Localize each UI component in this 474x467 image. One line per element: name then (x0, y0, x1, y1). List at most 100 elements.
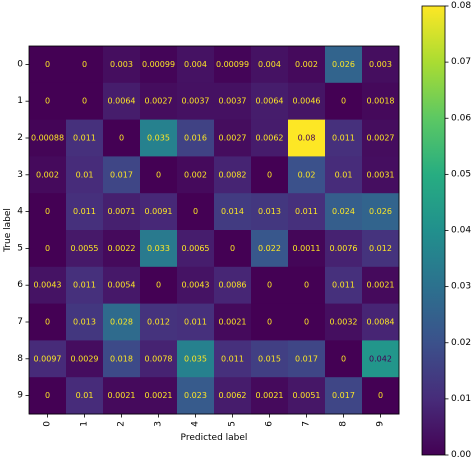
heatmap-cell (325, 193, 363, 231)
cell-value-label: 0 (304, 318, 309, 327)
heatmap-cell (66, 266, 104, 305)
cell-value-label: 0 (156, 281, 161, 290)
cell-value-label: 0.0062 (219, 391, 247, 400)
heatmap-cell (362, 340, 400, 378)
cell-value-label: 0.004 (184, 60, 207, 69)
cell-value-label: 0.0021 (219, 318, 247, 327)
cell-value-label: 0 (230, 244, 235, 253)
heatmap-cell (140, 119, 178, 157)
cell-value-label: 0.0011 (293, 244, 321, 253)
cell-value-label: 0.011 (73, 134, 96, 143)
heatmap-cell (103, 119, 141, 157)
cell-value-label: 0.023 (184, 391, 207, 400)
heatmap-cell (177, 340, 215, 378)
heatmap-cell (362, 156, 400, 194)
cell-value-label: 0.011 (73, 207, 96, 216)
cell-value-label: 0.0091 (145, 207, 173, 216)
cell-value-label: 0 (267, 281, 272, 290)
cell-value-label: 0 (45, 318, 50, 327)
cell-value-label: 0 (341, 354, 346, 363)
x-tick-label: 6 (265, 421, 275, 427)
heatmap-cell (140, 82, 178, 121)
cell-value-label: 0.026 (332, 60, 355, 69)
y-tick-label: 1 (17, 96, 23, 106)
heatmap-cell (29, 377, 67, 415)
cell-value-label: 0.002 (295, 60, 318, 69)
heatmap-cell (103, 230, 141, 268)
colorbar-tick-label: 0.05 (451, 169, 471, 179)
cell-value-label: 0.011 (295, 207, 318, 216)
x-tick-label: 7 (302, 421, 312, 427)
heatmap-cell (362, 377, 400, 415)
cell-value-label: 0.00099 (142, 60, 175, 69)
colorbar (421, 5, 446, 456)
cell-value-label: 0.0064 (108, 97, 136, 106)
y-tick-label: 4 (17, 207, 23, 217)
cell-value-label: 0.0021 (367, 281, 395, 290)
heatmap-cell (214, 230, 252, 268)
heatmap-cell (29, 340, 67, 378)
heatmap-cell (214, 340, 252, 378)
heatmap-cell (177, 266, 215, 305)
cell-value-label: 0.0032 (330, 318, 358, 327)
cell-value-label: 0.0054 (108, 281, 136, 290)
heatmap-cell (29, 46, 67, 84)
heatmap-cell (325, 303, 363, 341)
cell-value-label: 0 (378, 391, 383, 400)
y-tick-label: 0 (17, 59, 23, 69)
heatmap-cell (103, 193, 141, 231)
heatmap-cell (288, 266, 326, 305)
x-tick-label: 3 (154, 421, 164, 427)
cell-value-label: 0.00088 (31, 134, 64, 143)
cell-value-label: 0.013 (258, 207, 281, 216)
colorbar-tick-label: 0.00 (451, 450, 471, 460)
cell-value-label: 0.0064 (256, 97, 284, 106)
heatmap-cell (177, 193, 215, 231)
cell-value-label: 0.011 (221, 354, 244, 363)
cell-value-label: 0 (193, 207, 198, 216)
heatmap-cell (214, 82, 252, 121)
cell-value-label: 0.01 (76, 170, 94, 179)
cell-value-label: 0.0051 (293, 391, 321, 400)
x-axis-ticks: 0 1 2 3 4 5 6 7 8 9 (43, 414, 386, 427)
heatmap-cell (29, 266, 67, 305)
heatmap-cell (288, 156, 326, 194)
cell-value-label: 0.0082 (219, 170, 247, 179)
heatmap-cell (325, 46, 363, 84)
cell-value-label: 0.017 (332, 391, 355, 400)
cell-value-label: 0.0021 (256, 391, 284, 400)
cell-value-label: 0.01 (76, 391, 94, 400)
cell-value-label: 0 (45, 391, 50, 400)
heatmap-cell (214, 46, 252, 84)
cell-value-label: 0.0065 (182, 244, 210, 253)
heatmap-cell (288, 377, 326, 415)
x-tick-label: 0 (43, 421, 53, 427)
cell-value-label: 0.01 (335, 170, 353, 179)
heatmap-cell (66, 340, 104, 378)
heatmap-cell (214, 377, 252, 415)
heatmap-cell (214, 303, 252, 341)
cell-value-label: 0.0084 (367, 318, 395, 327)
cell-value-label: 0.0037 (219, 97, 247, 106)
cell-value-label: 0.013 (73, 318, 96, 327)
cell-value-label: 0.02 (298, 170, 316, 179)
heatmap-cell (251, 340, 289, 378)
cell-value-label: 0.011 (184, 318, 207, 327)
cell-value-label: 0.035 (147, 134, 170, 143)
cell-value-label: 0.0043 (182, 281, 210, 290)
cell-value-label: 0 (267, 170, 272, 179)
heatmap-cell (251, 46, 289, 84)
cell-value-label: 0.004 (258, 60, 281, 69)
cell-value-label: 0.016 (184, 134, 207, 143)
heatmap-cell (29, 230, 67, 268)
cell-value-label: 0.002 (36, 170, 59, 179)
cell-value-label: 0.0043 (34, 281, 62, 290)
x-tick-label: 4 (191, 421, 201, 427)
y-axis-ticks: 0 1 2 3 4 5 6 7 8 9 (17, 59, 29, 401)
cell-value-label: 0.026 (369, 207, 392, 216)
cell-value-label: 0 (45, 60, 50, 69)
heatmap-cell (29, 82, 67, 121)
cell-value-label: 0.024 (332, 207, 355, 216)
cell-value-label: 0 (341, 97, 346, 106)
